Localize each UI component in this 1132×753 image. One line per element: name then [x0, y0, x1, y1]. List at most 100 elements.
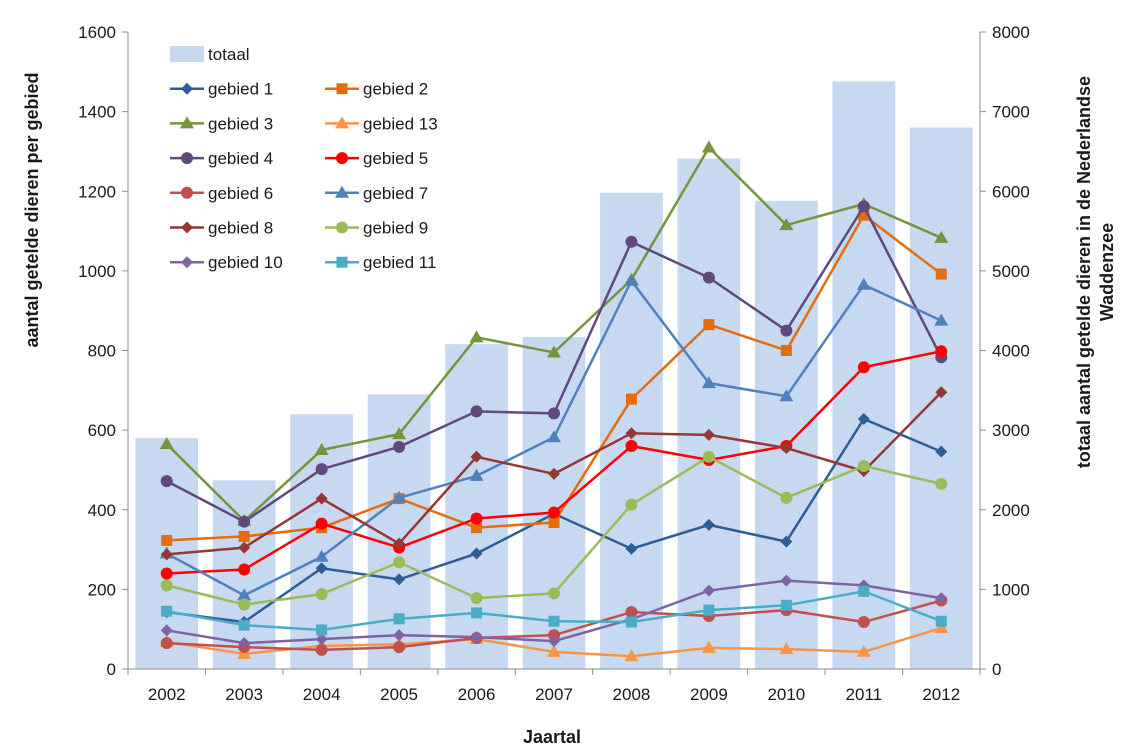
y2-tick-label: 5000: [992, 262, 1030, 281]
point-gebied-8: [702, 428, 715, 441]
y2-tick-label: 0: [992, 660, 1001, 679]
point-gebied-4: [702, 271, 715, 284]
point-gebied-11: [858, 585, 870, 597]
point-gebied-7: [701, 376, 716, 389]
bar-2006: [445, 344, 508, 669]
legend-label-gebied-13: gebied 13: [363, 114, 438, 133]
legend-label-gebied-4: gebied 4: [208, 149, 273, 168]
legend-swatch-totaal: [170, 46, 204, 62]
point-gebied-11: [935, 615, 947, 627]
point-gebied-13: [701, 640, 716, 653]
point-gebied-2: [161, 534, 173, 546]
legend-label-gebied-3: gebied 3: [208, 114, 273, 133]
point-gebied-5: [625, 440, 638, 453]
point-gebied-9: [935, 477, 948, 490]
point-gebied-9: [780, 491, 793, 504]
legend-marker-gebied-2: [336, 83, 348, 95]
x-tick-label: 2010: [767, 685, 805, 704]
point-gebied-2: [625, 393, 637, 405]
point-gebied-11: [703, 604, 715, 616]
series-gebied-8: [160, 386, 948, 561]
point-gebied-11: [393, 613, 405, 625]
y-tick-label: 200: [88, 580, 116, 599]
point-gebied-8: [548, 467, 560, 480]
legend-marker-gebied-9: [336, 221, 348, 234]
point-gebied-4: [393, 440, 406, 453]
legend-label-totaal: totaal: [208, 45, 250, 64]
point-gebied-2: [471, 522, 483, 534]
x-tick-label: 2007: [535, 685, 573, 704]
point-gebied-2: [703, 319, 715, 331]
point-gebied-10: [935, 592, 948, 605]
point-gebied-5: [160, 567, 173, 580]
point-gebied-8: [935, 386, 948, 399]
point-gebied-9: [315, 588, 328, 601]
point-gebied-6: [857, 616, 870, 629]
y2-tick-label: 6000: [992, 182, 1030, 201]
x-tick-label: 2006: [458, 685, 496, 704]
point-gebied-9: [625, 498, 638, 511]
y-tick-label: 1200: [78, 182, 116, 201]
point-gebied-8: [238, 541, 251, 554]
point-gebied-7: [856, 277, 871, 290]
point-gebied-10: [160, 624, 173, 637]
point-gebied-3: [392, 427, 407, 440]
point-gebied-10: [238, 637, 251, 650]
x-tick-label: 2012: [922, 685, 960, 704]
x-tick-label: 2011: [846, 685, 883, 704]
point-gebied-13: [779, 642, 794, 655]
point-gebied-2: [238, 530, 250, 542]
point-gebied-4: [857, 200, 870, 213]
legend-label-gebied-1: gebied 1: [208, 80, 273, 99]
legend-marker-gebied-5: [336, 152, 348, 165]
point-gebied-7: [624, 273, 639, 286]
point-gebied-13: [934, 620, 949, 633]
legend-label-gebied-5: gebied 5: [363, 149, 428, 168]
legend-marker-gebied-11: [336, 256, 348, 268]
point-gebied-7: [547, 430, 561, 443]
point-gebied-3: [701, 140, 716, 153]
legend-label-gebied-10: gebied 10: [208, 253, 283, 272]
bar-2009: [677, 158, 741, 669]
point-gebied-1: [702, 518, 715, 531]
point-gebied-9: [702, 450, 715, 463]
point-gebied-5: [470, 512, 483, 525]
point-gebied-2: [548, 516, 560, 528]
point-gebied-4: [548, 407, 560, 420]
point-gebied-7: [779, 389, 794, 402]
y2-tick-label: 4000: [992, 342, 1030, 361]
axes: 0 200 400 600 800 1000 1200 1400 1600 0 1000 2000 30…: [78, 23, 1030, 704]
point-gebied-8: [780, 442, 793, 455]
series-gebied-9: [160, 450, 948, 611]
y-tick-label: 1400: [78, 103, 116, 122]
point-gebied-13: [547, 644, 561, 657]
legend-label-gebied-2: gebied 2: [363, 80, 428, 99]
point-gebied-2: [858, 209, 870, 221]
y2-tick-label: 3000: [992, 421, 1030, 440]
y2-axis-title-line1: totaal aantal getelde dieren in de Neder…: [1074, 76, 1094, 468]
y-tick-label: 0: [107, 660, 116, 679]
point-gebied-6: [160, 637, 173, 650]
x-tick-label: 2004: [303, 685, 341, 704]
point-gebied-1: [935, 445, 948, 458]
point-gebied-9: [238, 598, 251, 611]
y-axis-title: aantal getelde dieren per gebied: [22, 72, 42, 347]
x-tick-label: 2002: [148, 685, 186, 704]
point-gebied-5: [238, 563, 251, 576]
x-tick-label: 2009: [690, 685, 728, 704]
point-gebied-9: [393, 556, 406, 569]
series-gebied-4: [160, 200, 948, 528]
bar-2010: [754, 200, 818, 669]
point-gebied-5: [857, 361, 870, 374]
point-gebied-5: [935, 345, 948, 358]
point-gebied-3: [159, 437, 174, 450]
total-bars: [135, 81, 973, 670]
legend-marker-gebied-7: [335, 185, 349, 198]
point-gebied-4: [625, 235, 638, 248]
point-gebied-1: [315, 562, 328, 575]
point-gebied-4: [160, 475, 173, 488]
point-gebied-11: [625, 616, 637, 628]
y-tick-label: 1000: [78, 262, 116, 281]
legend-label-gebied-11: gebied 11: [363, 253, 436, 272]
